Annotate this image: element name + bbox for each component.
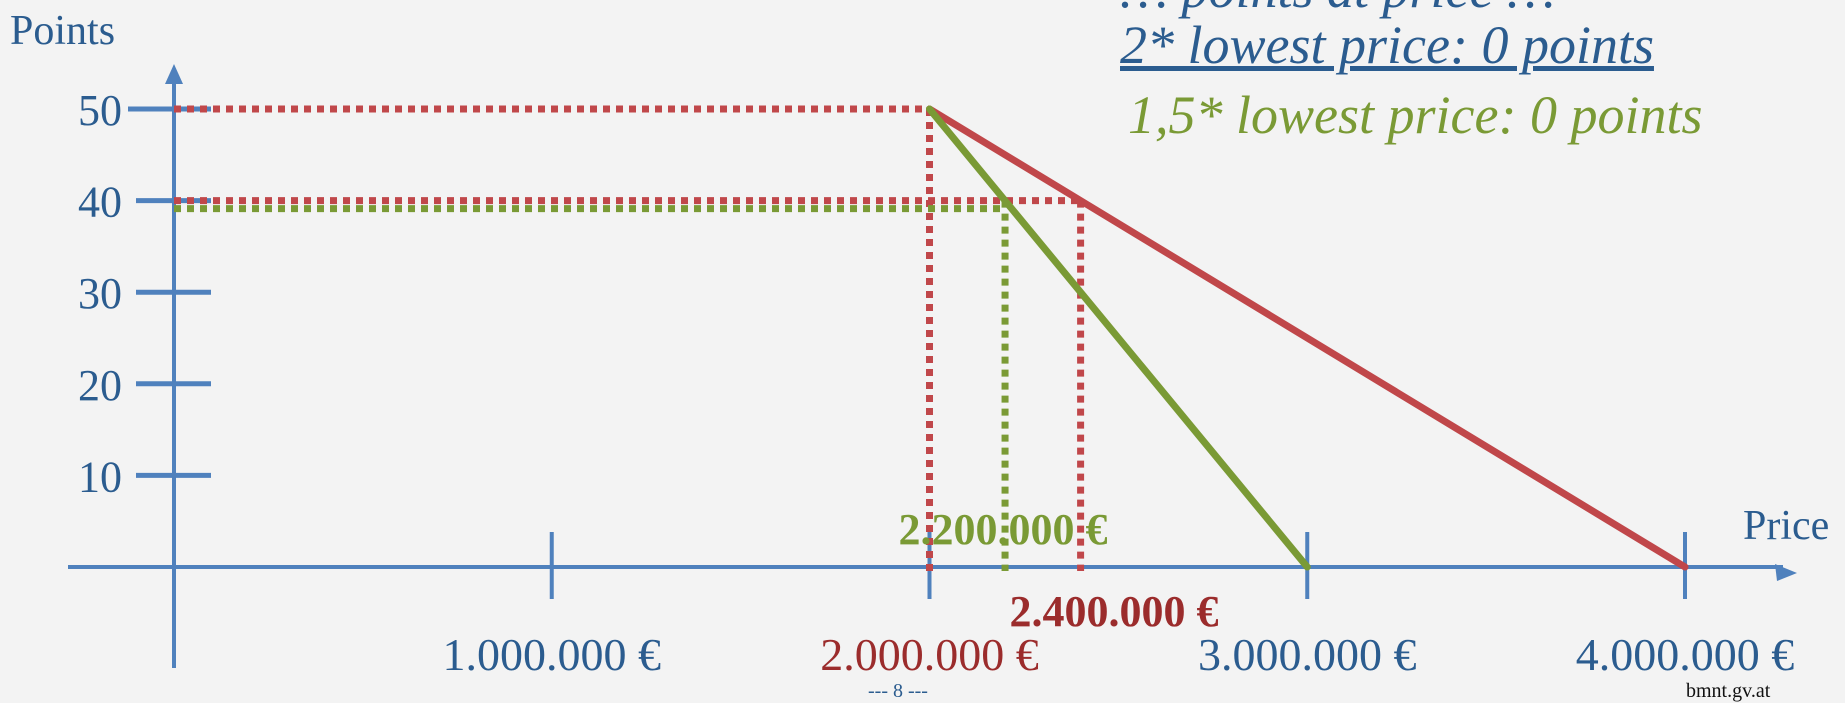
- y-tick-label: 50: [78, 86, 122, 135]
- source-label: bmnt.gv.at: [1686, 680, 1771, 702]
- x-tick-label: 3.000.000 €: [1198, 629, 1417, 680]
- y-tick-label: 30: [78, 269, 122, 318]
- annotation-2200000: 2.200.000 €: [899, 505, 1108, 554]
- x-tick-label: 1.000.000 €: [443, 629, 662, 680]
- y-tick-label: 20: [78, 361, 122, 410]
- legend-top-partial: … points at price …: [1120, 0, 1555, 20]
- y-tick-label: 40: [78, 178, 122, 227]
- legend-green-series: 1,5* lowest price: 0 points: [1128, 85, 1703, 145]
- x-axis-arrowhead: [1775, 564, 1797, 581]
- annotation-2400000: 2.400.000 €: [1010, 587, 1219, 636]
- page-number: --- 8 ---: [868, 680, 928, 702]
- x-tick-label: 4.000.000 €: [1576, 629, 1795, 680]
- y-axis-arrowhead: [165, 64, 183, 84]
- y-tick-label: 10: [78, 452, 122, 501]
- x-axis-label: Price: [1743, 503, 1829, 549]
- series-line-red: [926, 105, 1689, 571]
- y-axis-label: Points: [10, 8, 115, 54]
- x-tick-label: 2.000.000 €: [820, 629, 1039, 680]
- series-line-green: [926, 105, 1311, 571]
- legend-red-series: 2* lowest price: 0 points: [1120, 15, 1654, 75]
